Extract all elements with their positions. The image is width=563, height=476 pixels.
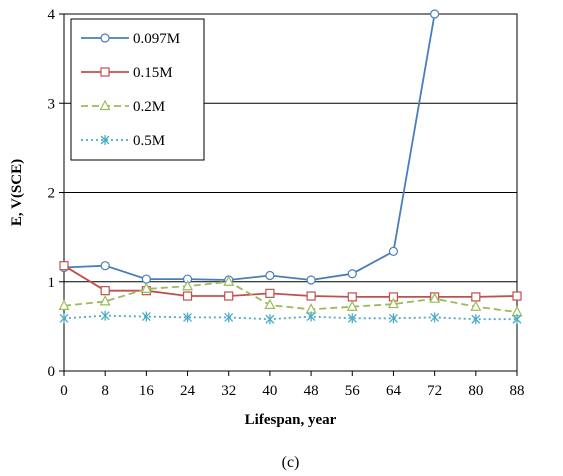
data-point-square	[224, 291, 234, 301]
data-point-asterisk	[388, 313, 398, 324]
series-line	[63, 13, 436, 281]
x-tick-label: 56	[345, 383, 361, 399]
data-point-triangle	[223, 275, 235, 286]
x-tick-label: 0	[60, 383, 68, 399]
figure-caption: (c)	[282, 454, 300, 471]
data-point-triangle	[346, 300, 358, 311]
data-point-triangle	[470, 300, 482, 311]
x-tick-label: 88	[510, 383, 525, 399]
series-0.5M	[59, 310, 522, 325]
x-tick-label: 40	[262, 383, 277, 399]
data-point-triangle	[58, 299, 70, 310]
data-point-circle	[306, 275, 316, 285]
series-line	[63, 280, 518, 313]
y-tick-label: 0	[48, 364, 56, 380]
data-point-asterisk	[100, 310, 110, 321]
data-point-square	[100, 67, 110, 77]
x-tick-label: 64	[386, 383, 402, 399]
x-tick-label: 32	[221, 383, 236, 399]
series-0.2M	[58, 275, 523, 317]
data-point-triangle	[264, 298, 276, 310]
data-point-triangle	[429, 292, 441, 303]
data-point-square	[100, 286, 110, 296]
legend-box	[70, 18, 205, 161]
x-tick-label: 48	[304, 383, 319, 399]
data-point-circle	[347, 269, 357, 279]
x-tick-label: 80	[468, 383, 483, 399]
data-point-circle	[100, 33, 110, 43]
legend-item-0.5M: 0.5M	[81, 133, 165, 149]
data-point-square	[512, 291, 522, 301]
data-point-triangle	[99, 99, 111, 111]
data-point-asterisk	[100, 135, 110, 145]
data-point-square	[265, 288, 275, 298]
series-line	[63, 314, 517, 321]
legend-label: 0.15M	[133, 65, 173, 81]
legend-label: 0.2M	[133, 99, 165, 115]
data-point-asterisk	[430, 312, 440, 323]
data-point-triangle	[99, 295, 111, 306]
data-point-asterisk	[183, 312, 193, 323]
legend-label: 0.5M	[133, 133, 165, 149]
y-tick-label: 4	[48, 7, 56, 23]
data-point-asterisk	[347, 313, 357, 324]
data-point-square	[182, 291, 193, 301]
data-point-triangle	[182, 279, 194, 291]
legend: 0.097M 0.15M 0.2M 0.5M	[70, 18, 205, 161]
data-point-asterisk	[265, 314, 275, 325]
series-group	[58, 9, 523, 325]
data-point-circle	[388, 246, 399, 257]
x-tick-label: 16	[139, 383, 155, 399]
legend-item-0.15M: 0.15M	[81, 65, 173, 81]
x-tick-label: 24	[180, 383, 196, 399]
data-point-asterisk	[59, 313, 69, 324]
data-point-asterisk	[306, 311, 316, 322]
data-point-triangle	[387, 297, 399, 309]
data-point-asterisk	[141, 311, 151, 322]
data-point-square	[59, 261, 69, 271]
data-point-square	[347, 292, 357, 302]
data-point-asterisk	[471, 314, 481, 325]
legend-item-0.097M: 0.097M	[81, 31, 180, 47]
data-point-circle	[100, 261, 110, 271]
data-point-circle	[265, 270, 275, 281]
x-tick-label: 72	[427, 383, 442, 399]
data-point-triangle	[140, 282, 152, 293]
y-axis-title: E, V(SCE)	[9, 159, 25, 226]
data-point-circle	[430, 9, 440, 19]
data-point-square	[471, 292, 481, 302]
data-point-asterisk	[512, 314, 522, 325]
data-point-circle	[141, 274, 151, 284]
x-axis-title: Lifespan, year	[245, 412, 337, 428]
data-point-asterisk	[224, 312, 234, 323]
data-point-square	[306, 291, 316, 301]
y-tick-label: 3	[48, 96, 56, 112]
y-tick-label: 1	[48, 275, 56, 291]
legend-label: 0.097M	[133, 31, 180, 47]
y-tick-label: 2	[48, 186, 56, 202]
legend-item-0.2M: 0.2M	[81, 99, 165, 115]
x-tick-label: 8	[101, 383, 109, 399]
